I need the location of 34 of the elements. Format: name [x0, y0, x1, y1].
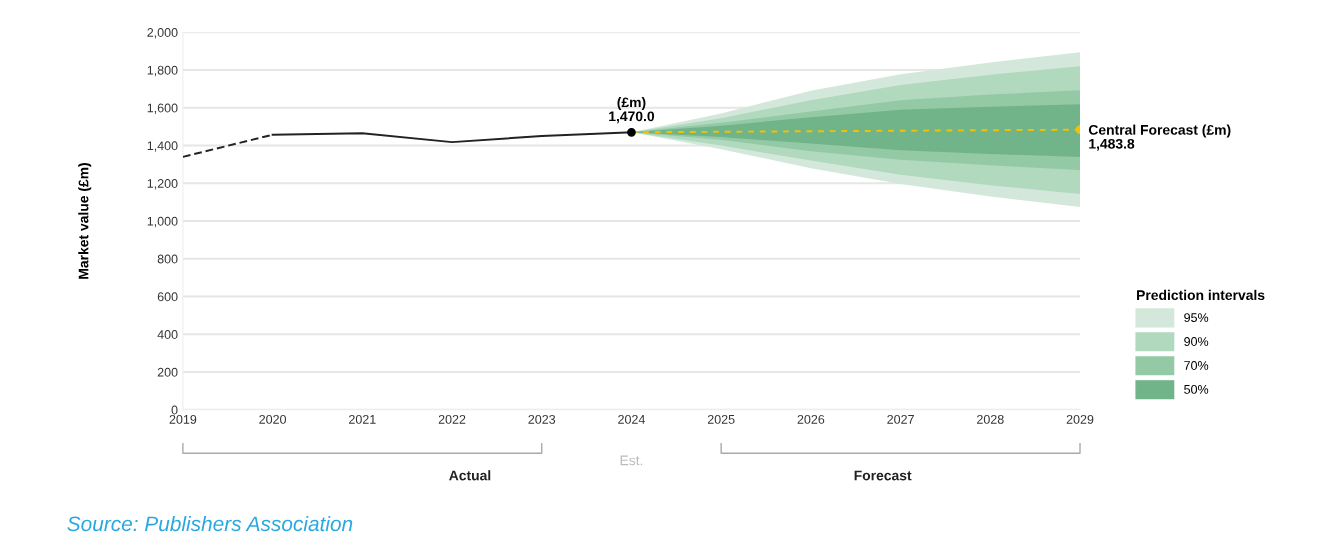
x-tick-label: 2022 — [438, 414, 466, 424]
x-tick-label: 2020 — [259, 414, 287, 424]
legend-label: 95% — [1184, 313, 1209, 323]
y-tick-label: 1,600 — [147, 103, 178, 114]
y-tick-label: 0 — [171, 405, 178, 415]
annotation: (£m) 1,470.0 — [609, 97, 655, 124]
legend-label: 50% — [1184, 384, 1209, 394]
y-tick-label: 800 — [157, 254, 178, 264]
y-tick-label: 200 — [157, 367, 178, 377]
y-tick-label: 2,000 — [147, 28, 178, 39]
text: Forecast — [854, 470, 912, 481]
x-tick-label: 2021 — [349, 414, 376, 424]
x-tick-label: 2023 — [528, 414, 556, 424]
x-tick-label: 2028 — [977, 414, 1004, 424]
source-note: Source: Publishers Association — [67, 515, 353, 532]
y-tick-label: 1,800 — [147, 65, 178, 77]
x-tick-label: 2029 — [1066, 414, 1094, 424]
y-axis-title: Market value (£m) — [78, 163, 92, 279]
x-tick-label: 2024 — [618, 414, 645, 424]
legend-label: 90% — [1184, 337, 1209, 346]
x-tick-label: 2026 — [797, 414, 825, 424]
y-tick-label: 600 — [157, 292, 178, 302]
text: Est. — [620, 455, 643, 466]
legend-title: Prediction intervals — [1137, 289, 1265, 301]
text: Actual — [449, 470, 491, 481]
x-tick-label: 2025 — [707, 414, 735, 424]
x-tick-label: 2027 — [887, 414, 914, 424]
legend-label: 70% — [1184, 361, 1209, 370]
annotation: Central Forecast (£m) 1,483.8 — [1088, 124, 1231, 151]
y-tick-label: 400 — [157, 330, 178, 339]
y-tick-label: 1,000 — [147, 216, 178, 228]
y-tick-label: 1,200 — [147, 179, 178, 190]
x-tick-label: 2019 — [169, 414, 197, 424]
y-tick-label: 1,400 — [147, 141, 178, 152]
